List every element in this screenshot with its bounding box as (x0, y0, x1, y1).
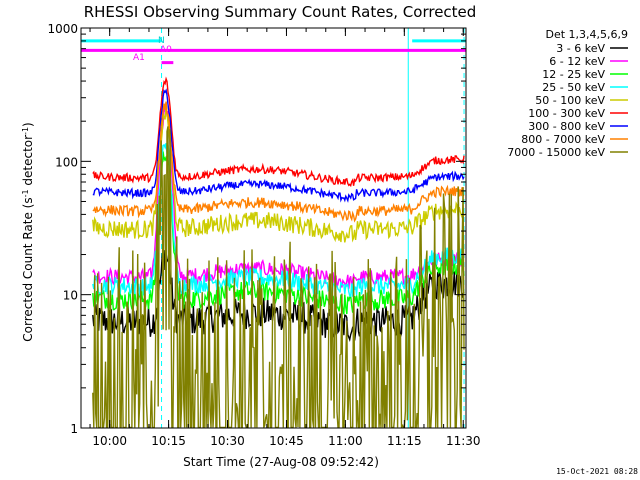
y-tick-label: 1000 (47, 22, 78, 36)
x-tick-label: 10:45 (269, 434, 304, 448)
y-axis: 1 10 100 1000 (47, 22, 466, 436)
x-tick-label: 11:30 (446, 434, 481, 448)
footer-timestamp: 15-Oct-2021 08:28 (556, 467, 638, 476)
annotation-a1: A1 (133, 53, 145, 63)
x-tick-label: 11:00 (328, 434, 363, 448)
x-tick-label: 10:30 (210, 434, 245, 448)
x-tick-label: 10:00 (92, 434, 127, 448)
x-axis: 10:00 10:15 10:30 10:45 11:00 11:15 11:30 (89, 28, 481, 448)
legend-entry-label: 50 - 100 keV (535, 94, 605, 107)
legend-entry-label: 6 - 12 keV (549, 55, 605, 68)
series-line (92, 76, 465, 188)
legend-entry-label: 800 - 7000 keV (521, 133, 605, 146)
series-line (92, 101, 465, 223)
y-tick-label: 1 (70, 422, 78, 436)
series-line (92, 88, 465, 203)
plot-frame (80, 27, 467, 429)
y-tick-label: 10 (63, 289, 78, 303)
y-axis-label-mid: detector (21, 135, 35, 190)
y-axis-label-main: Corrected Count Rate (s (21, 197, 35, 341)
series-group (92, 76, 465, 428)
series-line (92, 126, 465, 428)
legend-entry-label: 300 - 800 keV (528, 120, 605, 133)
x-tick-label: 11:15 (387, 434, 422, 448)
legend-entry-label: 12 - 25 keV (542, 68, 605, 81)
series-line (92, 250, 465, 342)
legend-entry-label: 100 - 300 keV (528, 107, 605, 120)
series-line (92, 151, 465, 315)
legend-entry-label: 7000 - 15000 keV (507, 146, 605, 159)
x-tick-label: 10:15 (151, 434, 186, 448)
y-axis-label-sup1: -1 (21, 189, 30, 197)
annotation-a0: A0 (160, 45, 172, 55)
legend-entry-label: 3 - 6 keV (556, 42, 605, 55)
legend-header: Det 1,3,4,5,6,9 (545, 28, 628, 41)
y-tick-label: 100 (55, 155, 78, 169)
x-axis-label: Start Time (27-Aug-08 09:52:42) (183, 455, 379, 469)
y-axis-label: Corrected Count Rate (s-1 detector-1) (21, 122, 36, 341)
annotation-n: N (158, 36, 165, 46)
series-line (92, 143, 465, 298)
series-line (92, 104, 465, 243)
legend-entry-label: 25 - 50 keV (542, 81, 605, 94)
y-axis-label-end: ) (21, 122, 35, 127)
chart-title: RHESSI Observing Summary Count Rates, Co… (84, 3, 477, 21)
flag-bars (81, 39, 466, 65)
y-axis-label-sup2: -1 (21, 127, 30, 135)
